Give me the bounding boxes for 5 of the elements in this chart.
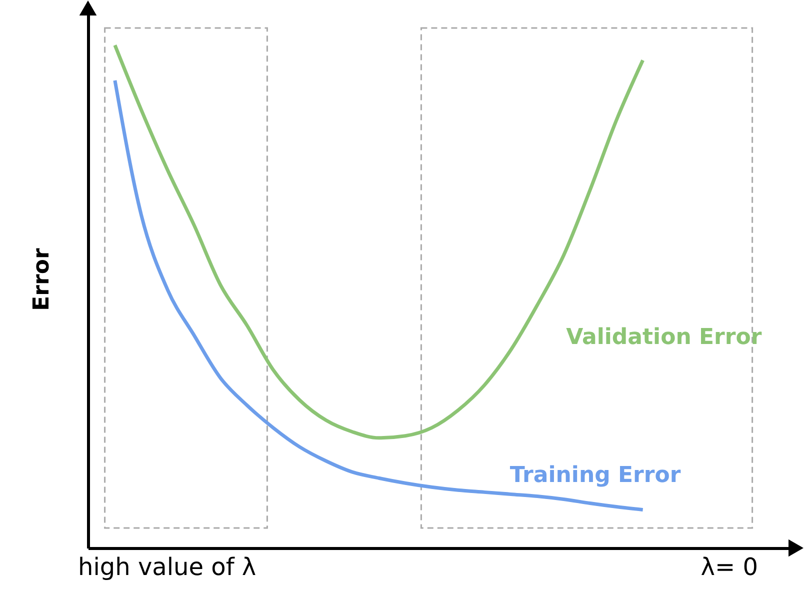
series-label: Training Error (510, 463, 681, 488)
text: high value of λ (78, 553, 256, 581)
text: λ= 0 (700, 553, 758, 581)
y-axis-title: Error (30, 248, 54, 311)
series-label: Validation Error (566, 324, 762, 350)
